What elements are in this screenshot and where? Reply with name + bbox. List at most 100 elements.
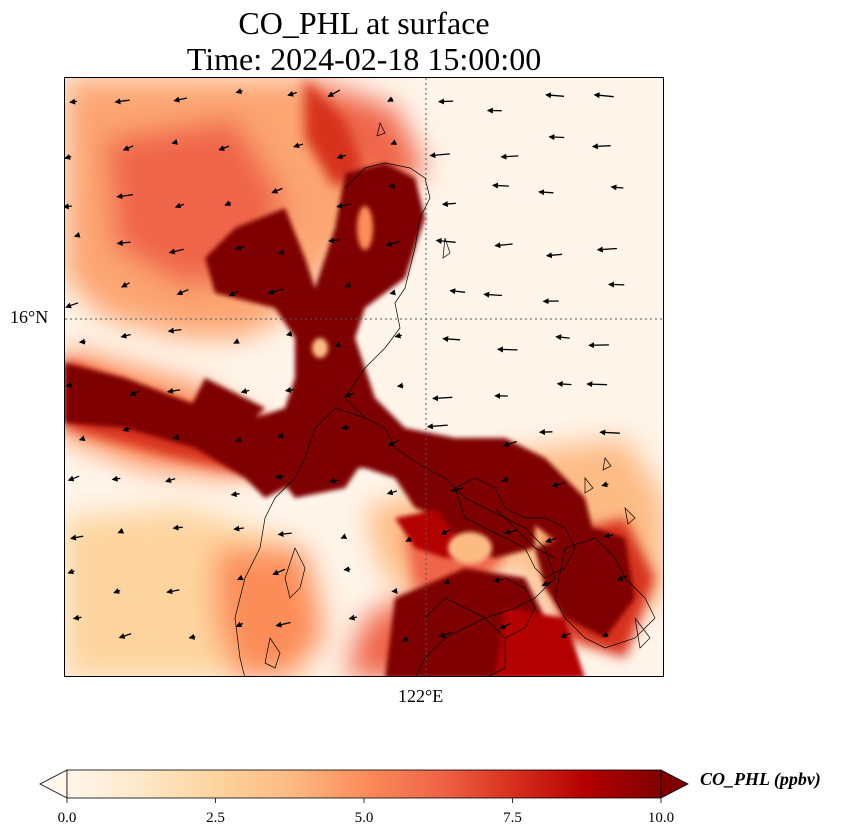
wind-arrow — [341, 424, 350, 431]
map-title: CO_PHL at surface — [238, 5, 490, 41]
wind-arrow — [78, 435, 86, 442]
colorbar-extend-high — [660, 769, 689, 799]
wind-arrow — [121, 281, 131, 288]
wind-arrow — [218, 145, 230, 151]
map-panel[interactable] — [64, 77, 664, 677]
wind-arrow — [438, 631, 452, 638]
wind-arrow — [388, 439, 400, 447]
wind-arrow — [560, 632, 571, 639]
wind-arrow — [65, 203, 72, 210]
wind-arrow — [492, 577, 504, 584]
wind-arrow — [389, 289, 396, 296]
wind-arrow — [599, 429, 620, 436]
wind-arrow — [235, 621, 244, 628]
wind-arrow — [555, 334, 570, 341]
wind-arrow — [545, 92, 565, 99]
wind-arrow — [172, 433, 180, 440]
wind-arrow — [402, 636, 409, 642]
wind-arrow — [65, 302, 79, 309]
wind-arrow — [171, 138, 179, 145]
wind-arrow — [387, 96, 394, 102]
wind-arrow — [443, 578, 451, 585]
wind-arrow — [343, 566, 351, 573]
plume-core-layer — [65, 163, 635, 676]
colorbar-extend-low — [39, 769, 68, 799]
wind-arrow — [602, 631, 609, 638]
colorbar — [39, 769, 689, 803]
wind-arrow — [117, 527, 125, 534]
lon-tick-label: 122°E — [398, 686, 444, 706]
wind-arrow — [72, 614, 82, 621]
wind-arrow — [233, 338, 240, 344]
wind-arrow — [70, 534, 84, 541]
wind-arrow — [596, 246, 617, 253]
wind-arrow — [442, 336, 461, 343]
wind-arrow — [551, 481, 566, 488]
wind-arrow — [172, 524, 183, 531]
wind-arrow — [541, 580, 553, 587]
wind-arrow — [440, 528, 451, 535]
wind-arrow — [113, 588, 121, 594]
wind-arrow — [67, 568, 75, 575]
wind-arrow — [344, 391, 355, 398]
wind-arrow — [426, 423, 448, 430]
wind-arrow — [174, 202, 185, 209]
wind-arrow — [344, 281, 352, 288]
wind-arrow — [224, 200, 232, 206]
wind-arrow — [538, 189, 554, 196]
wind-arrow — [394, 332, 402, 339]
wind-arrow — [235, 436, 242, 443]
wind-arrow — [188, 633, 196, 640]
wind-arrow — [429, 152, 450, 159]
wind-arrow — [601, 481, 609, 488]
colorbar-tick-4: 10.0 — [647, 810, 675, 826]
wind-arrow — [65, 153, 72, 160]
wind-arrow — [616, 575, 628, 581]
wind-arrow — [69, 98, 77, 105]
wind-arrow — [293, 142, 304, 149]
wind-arrow — [385, 240, 400, 247]
wind-arrow — [435, 237, 456, 244]
wind-arrow — [166, 588, 180, 595]
wind-vectors — [65, 88, 628, 642]
wind-arrow — [275, 621, 291, 628]
wind-arrow — [327, 89, 341, 97]
wind-arrow — [405, 536, 413, 542]
wind-arrow — [432, 395, 453, 402]
wind-arrow — [277, 432, 285, 439]
wind-arrow — [284, 387, 295, 393]
wind-arrow — [545, 537, 556, 544]
wind-arrow — [548, 134, 565, 141]
wind-arrow — [500, 153, 519, 160]
wind-arrow — [240, 388, 250, 394]
wind-arrow — [386, 489, 398, 496]
wind-arrow — [129, 390, 141, 396]
wind-arrow — [334, 341, 342, 348]
wind-arrow — [483, 291, 503, 298]
wind-arrow — [556, 381, 572, 388]
wind-arrow — [441, 200, 456, 207]
wind-arrow — [396, 382, 404, 389]
wind-arrow — [501, 476, 509, 482]
colorbar-tick-3: 7.5 — [503, 810, 522, 826]
wind-arrow — [450, 486, 464, 493]
wind-arrow — [390, 139, 398, 145]
wind-arrow — [438, 98, 454, 105]
wind-arrow — [165, 477, 176, 483]
colorbar-label: CO_PHL (ppbv) — [700, 769, 821, 789]
wind-arrow — [591, 143, 611, 150]
wind-arrow — [610, 184, 624, 191]
wind-arrow — [586, 381, 608, 388]
wind-arrow — [287, 90, 298, 97]
colorbar-tick-2: 5.0 — [354, 810, 374, 826]
wind-arrow — [167, 327, 182, 334]
wind-arrow — [120, 332, 131, 339]
wind-arrow — [603, 532, 614, 539]
wind-arrow — [236, 574, 244, 581]
wind-arrow — [267, 288, 284, 295]
wind-arrow — [65, 382, 73, 388]
wind-arrow — [173, 96, 188, 103]
wind-arrow — [545, 252, 563, 259]
plume-gap-layer — [312, 206, 492, 564]
wind-arrow — [73, 231, 81, 238]
